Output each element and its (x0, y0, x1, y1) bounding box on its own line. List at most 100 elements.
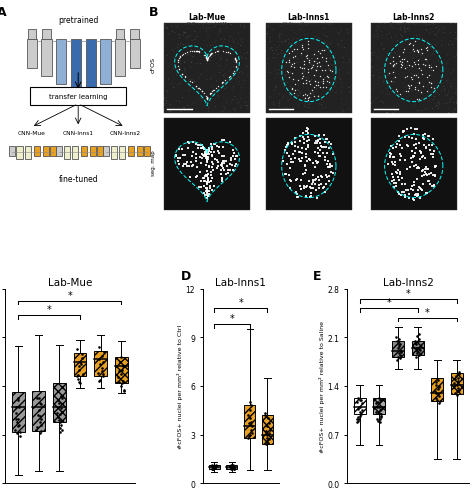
Point (199, 174, 207, 182)
Point (302, 41, 310, 48)
Point (193, 33, 201, 41)
Point (386, 154, 394, 162)
Point (118, 377, 126, 385)
Point (204, 188, 211, 196)
Point (316, 182, 323, 190)
Point (232, 63, 240, 71)
Point (189, 162, 196, 169)
Point (309, 87, 317, 95)
Point (416, 46, 424, 54)
Point (316, 146, 323, 154)
Point (289, 86, 296, 94)
Point (325, 63, 333, 71)
Point (34, 424, 41, 431)
Point (166, 108, 173, 116)
Point (314, 82, 321, 90)
Point (404, 82, 411, 90)
Point (314, 63, 321, 71)
Point (413, 73, 421, 81)
Point (379, 65, 387, 73)
Point (337, 110, 345, 118)
Point (430, 147, 438, 155)
Point (388, 24, 396, 32)
Point (230, 150, 237, 158)
Point (226, 73, 233, 81)
Point (390, 154, 397, 162)
Point (440, 83, 447, 91)
Point (293, 191, 301, 199)
Point (414, 48, 422, 56)
Point (394, 173, 401, 181)
Point (436, 91, 443, 99)
Point (425, 62, 432, 70)
Point (292, 177, 300, 184)
Point (305, 46, 313, 54)
Point (314, 138, 322, 145)
Point (357, 396, 365, 404)
Point (314, 35, 322, 43)
Point (338, 89, 346, 97)
Point (448, 41, 456, 49)
Point (327, 56, 335, 63)
Point (415, 65, 423, 73)
Point (306, 61, 314, 69)
Point (203, 153, 211, 161)
Point (301, 162, 309, 169)
Point (181, 161, 188, 168)
Point (272, 72, 280, 80)
Point (57, 428, 64, 436)
Point (393, 356, 401, 364)
Point (401, 181, 409, 188)
Point (435, 105, 442, 113)
Point (405, 134, 412, 142)
Point (221, 103, 228, 111)
Point (14, 397, 22, 405)
Point (290, 64, 298, 72)
Point (265, 419, 273, 427)
Point (229, 37, 237, 45)
Point (173, 152, 180, 160)
Point (229, 464, 237, 472)
Point (208, 50, 216, 58)
Point (301, 103, 309, 111)
Point (304, 158, 311, 166)
Point (296, 21, 304, 29)
Bar (56, 146, 62, 157)
Point (419, 135, 427, 143)
Point (415, 49, 422, 57)
Point (318, 47, 326, 55)
Point (338, 107, 346, 115)
Point (327, 161, 334, 169)
Point (317, 181, 325, 189)
Point (203, 95, 211, 103)
Point (411, 83, 419, 91)
Point (453, 98, 460, 106)
Point (203, 56, 211, 64)
Point (270, 50, 278, 58)
Point (395, 53, 403, 61)
Point (409, 42, 417, 50)
Point (203, 26, 210, 34)
Point (118, 382, 125, 390)
Point (411, 102, 419, 110)
Point (32, 426, 40, 434)
Point (203, 190, 211, 198)
Point (244, 411, 252, 419)
Point (418, 150, 425, 158)
Point (310, 62, 317, 70)
Point (212, 78, 220, 86)
Point (118, 380, 126, 387)
Point (416, 96, 423, 104)
Point (332, 74, 340, 82)
Point (322, 59, 330, 66)
Point (391, 62, 398, 70)
Point (433, 396, 440, 404)
Point (188, 84, 195, 92)
Point (427, 26, 434, 34)
Point (301, 59, 308, 66)
Point (310, 72, 317, 80)
Point (386, 30, 393, 38)
Point (228, 464, 236, 472)
Point (173, 22, 181, 30)
Point (331, 51, 338, 59)
